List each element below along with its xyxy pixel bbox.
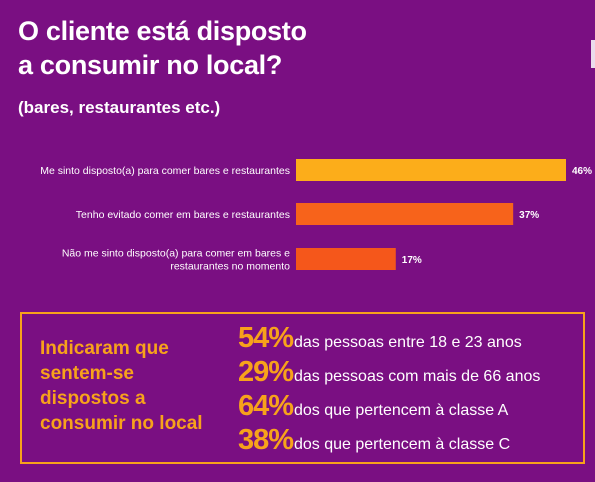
stats-list: 54% das pessoas entre 18 e 23 anos 29% d… <box>238 322 540 458</box>
summary-heading-line: consumir no local <box>40 413 203 434</box>
summary-heading-line: Indicaram que <box>40 338 169 359</box>
stat-percentage: 64% <box>238 390 294 422</box>
bar-value-label: 17% <box>402 255 422 266</box>
subtitle: (bares, restaurantes etc.) <box>18 98 221 117</box>
stat-row: 29% das pessoas com mais de 66 anos <box>238 356 540 390</box>
summary-heading: Indicaram que sentem-se dispostos a cons… <box>40 336 220 436</box>
category-label: restaurantes no momento <box>170 261 290 273</box>
bar <box>296 203 514 225</box>
bar-value-label: 46% <box>572 166 592 177</box>
stat-row: 54% das pessoas entre 18 e 23 anos <box>238 322 540 356</box>
stat-percentage: 29% <box>238 356 294 388</box>
bar-chart: 46% Me sinto disposto(a) para comer bares… <box>40 159 592 273</box>
stat-percentage: 38% <box>238 424 294 456</box>
title-line-1: O cliente está disposto <box>18 16 307 46</box>
bar <box>296 248 396 270</box>
bar <box>296 159 566 181</box>
title-line-2: a consumir no local? <box>18 50 283 80</box>
page-title: O cliente está disposto a consumir no lo… <box>18 14 307 82</box>
stat-row: 64% dos que pertencem à classe A <box>238 390 540 424</box>
summary-box: Indicaram que sentem-se dispostos a cons… <box>20 312 585 464</box>
stat-description: das pessoas com mais de 66 anos <box>294 368 541 385</box>
summary-heading-line: dispostos a <box>40 388 146 409</box>
stat-row: 38% dos que pertencem à classe C <box>238 424 540 458</box>
edge-decoration <box>591 40 595 68</box>
summary-heading-line: sentem-se <box>40 363 134 384</box>
stat-description: dos que pertencem à classe A <box>294 402 509 419</box>
category-label: Me sinto disposto(a) para comer bares e … <box>40 165 290 177</box>
category-label: Não me sinto disposto(a) para comer em b… <box>62 248 290 260</box>
category-label: Tenho evitado comer em bares e restauran… <box>76 209 290 221</box>
stat-percentage: 54% <box>238 322 294 354</box>
bar-value-label: 37% <box>519 210 539 221</box>
stat-description: dos que pertencem à classe C <box>294 436 511 453</box>
stat-description: das pessoas entre 18 e 23 anos <box>294 334 522 351</box>
